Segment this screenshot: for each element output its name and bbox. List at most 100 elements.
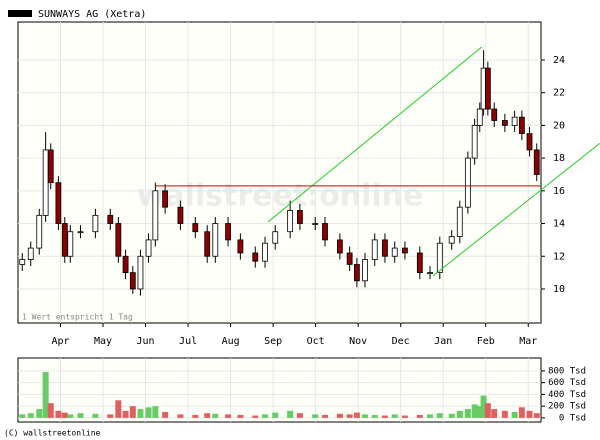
volume-bar (47, 403, 54, 418)
y-tick-label: 10 (553, 284, 565, 295)
copyright: (C) wallstreetonline (4, 429, 101, 438)
volume-bar (36, 409, 43, 418)
watermark: wallstreet:online (137, 179, 424, 214)
candle-body (177, 206, 184, 224)
candle-body (471, 124, 478, 159)
volume-bar (61, 412, 68, 418)
volume-bar (518, 407, 525, 418)
candle-body (19, 259, 26, 265)
candle-body (36, 214, 43, 249)
y-tick-label: 20 (553, 120, 565, 131)
candle-body (312, 223, 319, 225)
volume-bar (192, 414, 199, 418)
volume-tick-label: 200 Tsd (548, 402, 586, 412)
candle-body (27, 247, 34, 260)
volume-bar (436, 413, 443, 418)
candle-body (122, 255, 129, 274)
volume-bar (321, 414, 328, 418)
volume-bar (346, 414, 353, 418)
volume-bar (122, 410, 129, 418)
candle-body (322, 223, 328, 241)
x-tick-label: Dec (392, 336, 410, 347)
volume-bar (152, 406, 159, 418)
candle-body (55, 182, 62, 224)
candle-body (297, 210, 303, 224)
candle-body (448, 236, 455, 244)
candle-body (362, 259, 368, 282)
legend-label: SUNWAYS AG (Xetra) (38, 9, 146, 20)
volume-bar (381, 415, 388, 418)
trend-line (432, 142, 600, 277)
candle-body (427, 272, 433, 275)
volume-bar (312, 414, 319, 418)
trend-line (267, 46, 483, 223)
candle-body (115, 223, 122, 257)
volume-bar (480, 395, 487, 418)
x-tick-label: Jun (137, 336, 155, 347)
candle-body (137, 255, 144, 290)
volume-bar (287, 410, 294, 418)
volume-bar (67, 414, 74, 418)
volume-tick-label: 600 Tsd (548, 378, 586, 388)
candle-body (416, 252, 423, 274)
volume-bar (177, 414, 184, 418)
x-tick-label: May (94, 336, 112, 347)
candle-body (484, 67, 491, 110)
volume-bar (204, 413, 211, 418)
volume-bar (391, 414, 398, 418)
candle-body (212, 223, 219, 257)
candle-body (511, 116, 518, 126)
x-tick-label: Jan (434, 336, 452, 347)
volume-bar (427, 414, 434, 418)
candle-body (252, 252, 259, 262)
volume-tick-label: 400 Tsd (548, 390, 586, 400)
volume-bar (526, 410, 533, 418)
y-tick-label: 12 (553, 251, 565, 262)
candle-body (518, 116, 525, 134)
candle-body (501, 120, 508, 126)
volume-bar (533, 413, 540, 418)
volume-tick-label: 0 Tsd (559, 413, 586, 423)
volume-bar (476, 406, 483, 418)
volume-bar (262, 414, 269, 418)
candle-body (456, 206, 463, 238)
volume-bar (137, 409, 144, 418)
candle-body (476, 108, 483, 126)
candle-body (346, 252, 353, 265)
volume-bar (107, 414, 114, 418)
volume-bar (511, 412, 518, 418)
candle-body (353, 264, 360, 282)
x-tick-label: Mar (519, 336, 537, 347)
y-tick-label: 16 (553, 186, 565, 197)
volume-bar (129, 406, 136, 418)
candle-body (287, 210, 294, 233)
candle-body (107, 214, 114, 224)
candle-body (204, 231, 211, 257)
volume-bar (252, 415, 259, 418)
candle-body (42, 149, 49, 216)
candle-body (382, 239, 388, 257)
candle-body (391, 247, 398, 257)
volume-bar (416, 414, 423, 418)
volume-bar (145, 407, 152, 418)
candle-body (67, 231, 74, 257)
volume-bar (401, 415, 408, 418)
candle-body (262, 242, 268, 262)
volume-bar (296, 413, 303, 418)
y-tick-label: 22 (553, 88, 565, 99)
volume-bar (19, 414, 26, 418)
legend-swatch (8, 10, 32, 17)
volume-bar (237, 414, 244, 418)
x-tick-label: Nov (349, 336, 367, 347)
volume-tick-label: 800 Tsd (548, 366, 586, 376)
volume-frame (17, 357, 542, 423)
volume-bar (162, 412, 169, 418)
volume-bar (272, 412, 279, 418)
candle-body (152, 190, 159, 241)
volume-bar (55, 410, 62, 418)
volume-bar (336, 413, 343, 418)
candle-body (145, 239, 152, 257)
plot-frame (17, 21, 542, 324)
